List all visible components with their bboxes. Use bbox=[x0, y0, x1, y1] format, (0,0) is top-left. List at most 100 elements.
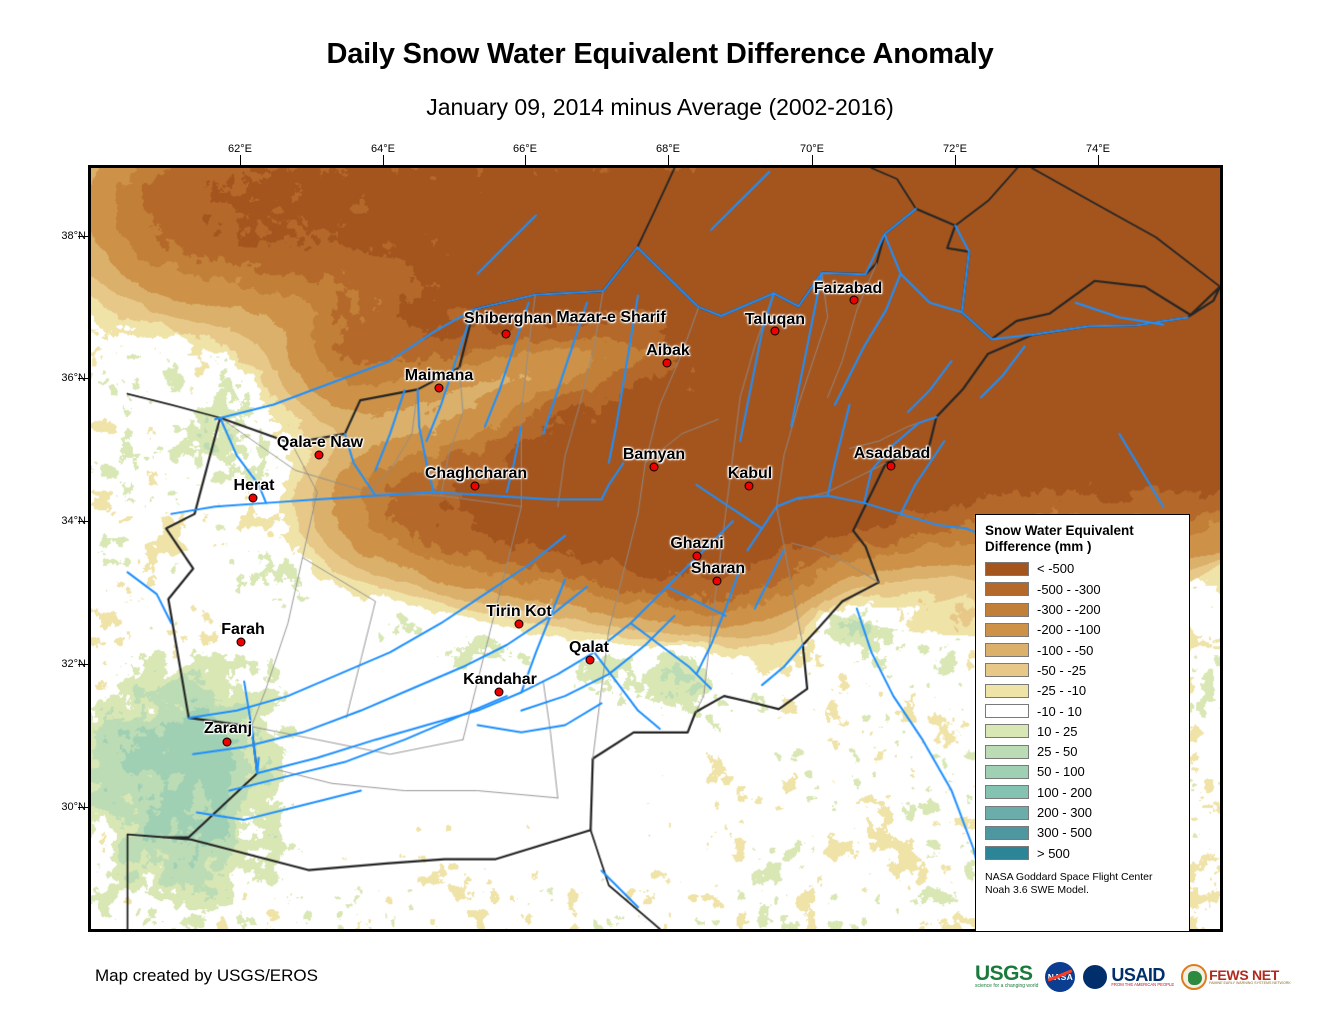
legend-label: -10 - 10 bbox=[1037, 703, 1082, 719]
lon-tick-mark-0 bbox=[240, 155, 241, 165]
city-marker-qalat[interactable] bbox=[585, 655, 595, 665]
lon-tick-label-0: 62°E bbox=[228, 143, 252, 155]
legend-swatch bbox=[985, 764, 1029, 779]
lat-tick-mark-3 bbox=[78, 664, 88, 665]
lat-tick-label-2: 34°N bbox=[61, 515, 86, 527]
legend-label: -500 - -300 bbox=[1037, 581, 1101, 597]
city-label-herat: Herat bbox=[233, 477, 275, 494]
city-label-qala-e-naw: Qala-e Naw bbox=[276, 434, 364, 451]
city-label-kandahar: Kandahar bbox=[463, 671, 537, 688]
legend-row: 25 - 50 bbox=[976, 742, 1189, 762]
legend-panel: Snow Water Equivalent Difference (mm ) <… bbox=[975, 514, 1190, 932]
lat-tick-mark-4 bbox=[78, 807, 88, 808]
legend-swatch bbox=[985, 582, 1029, 597]
city-label-asadabad: Asadabad bbox=[853, 445, 931, 462]
city-marker-aibak[interactable] bbox=[662, 358, 672, 368]
city-marker-shiberghan[interactable] bbox=[501, 329, 511, 339]
lat-tick-mark-2 bbox=[78, 521, 88, 522]
legend-swatch bbox=[985, 602, 1029, 617]
legend-swatch bbox=[985, 704, 1029, 719]
city-marker-mazar-e-sharif[interactable] bbox=[660, 343, 670, 353]
legend-swatch bbox=[985, 663, 1029, 678]
legend-source-line1: NASA Goddard Space Flight Center bbox=[985, 871, 1153, 884]
legend-row: -200 - -100 bbox=[976, 620, 1189, 640]
city-label-farah: Farah bbox=[221, 621, 265, 638]
city-marker-kandahar[interactable] bbox=[494, 687, 504, 697]
lon-tick-label-5: 72°E bbox=[943, 143, 967, 155]
page-subtitle: January 09, 2014 minus Average (2002-201… bbox=[426, 94, 894, 120]
city-marker-farah[interactable] bbox=[236, 637, 246, 647]
legend-title: Snow Water Equivalent Difference (mm ) bbox=[976, 523, 1189, 559]
city-marker-bamyan[interactable] bbox=[649, 462, 659, 472]
usaid-logo-text: USAID bbox=[1111, 965, 1165, 986]
lon-tick-mark-6 bbox=[1098, 155, 1099, 165]
usgs-logo: USGS science for a changing world bbox=[975, 963, 1038, 991]
lat-tick-label-3: 32°N bbox=[61, 658, 86, 670]
city-marker-faizabad[interactable] bbox=[849, 295, 859, 305]
lon-tick-label-2: 66°E bbox=[513, 143, 537, 155]
fews-net-logo-tagline: FAMINE EARLY WARNING SYSTEMS NETWORK bbox=[1209, 980, 1291, 985]
lon-tick-label-3: 68°E bbox=[656, 143, 680, 155]
legend-row: -10 - 10 bbox=[976, 701, 1189, 721]
legend-row: > 500 bbox=[976, 843, 1189, 863]
city-label-sharan: Sharan bbox=[690, 560, 746, 577]
legend-swatch bbox=[985, 744, 1029, 759]
city-marker-kabul[interactable] bbox=[744, 481, 754, 491]
city-marker-tirin-kot[interactable] bbox=[514, 619, 524, 629]
fews-net-logo-text: FEWS NET bbox=[1209, 967, 1280, 984]
legend-row: 50 - 100 bbox=[976, 762, 1189, 782]
legend-row: < -500 bbox=[976, 559, 1189, 579]
legend-row: -300 - -200 bbox=[976, 599, 1189, 619]
map-credit: Map created by USGS/EROS bbox=[95, 966, 318, 985]
city-marker-taluqan[interactable] bbox=[770, 326, 780, 336]
city-marker-herat[interactable] bbox=[248, 493, 258, 503]
fews-net-logo: FEWS NET FAMINE EARLY WARNING SYSTEMS NE… bbox=[1181, 963, 1291, 991]
legend-label: 100 - 200 bbox=[1037, 784, 1092, 800]
legend-swatch bbox=[985, 683, 1029, 698]
page-title: Daily Snow Water Equivalent Difference A… bbox=[326, 38, 994, 70]
city-label-chaghcharan: Chaghcharan bbox=[424, 465, 528, 482]
city-marker-asadabad[interactable] bbox=[886, 461, 896, 471]
agency-logo-bar: USGS science for a changing world NASA U… bbox=[975, 960, 1291, 994]
legend-label: 50 - 100 bbox=[1037, 764, 1085, 780]
legend-label: 10 - 25 bbox=[1037, 723, 1078, 739]
city-label-zaranj: Zaranj bbox=[203, 720, 253, 737]
legend-row: 10 - 25 bbox=[976, 721, 1189, 741]
lat-tick-mark-0 bbox=[78, 236, 88, 237]
lat-tick-label-4: 30°N bbox=[61, 801, 86, 813]
legend-label: 25 - 50 bbox=[1037, 744, 1078, 760]
city-label-shiberghan: Shiberghan bbox=[463, 310, 553, 327]
legend-swatch bbox=[985, 846, 1029, 861]
city-label-taluqan: Taluqan bbox=[744, 311, 806, 328]
city-label-faizabad: Faizabad bbox=[813, 280, 883, 297]
city-marker-qala-e-naw[interactable] bbox=[314, 450, 324, 460]
legend-source: NASA Goddard Space Flight Center Noah 3.… bbox=[976, 863, 1189, 897]
lon-tick-mark-2 bbox=[525, 155, 526, 165]
city-label-maimana: Maimana bbox=[404, 367, 474, 384]
city-marker-chaghcharan[interactable] bbox=[470, 481, 480, 491]
legend-label: -300 - -200 bbox=[1037, 602, 1101, 618]
fews-globe-icon bbox=[1181, 964, 1208, 990]
legend-row: -25 - -10 bbox=[976, 681, 1189, 701]
city-marker-ghazni[interactable] bbox=[692, 551, 702, 561]
legend-swatch bbox=[985, 622, 1029, 637]
legend-label: 300 - 500 bbox=[1037, 825, 1092, 841]
city-label-mazar-e-sharif: Mazar-e Sharif bbox=[556, 309, 666, 326]
city-marker-zaranj[interactable] bbox=[222, 737, 232, 747]
legend-title-line2: Difference (mm ) bbox=[985, 538, 1092, 554]
city-marker-maimana[interactable] bbox=[434, 383, 444, 393]
lat-tick-label-1: 36°N bbox=[61, 372, 86, 384]
city-label-kabul: Kabul bbox=[727, 465, 773, 482]
city-label-tirin-kot: Tirin Kot bbox=[486, 603, 552, 620]
legend-swatch bbox=[985, 805, 1029, 820]
lon-tick-mark-4 bbox=[812, 155, 813, 165]
lon-tick-mark-5 bbox=[955, 155, 956, 165]
usgs-logo-tagline: science for a changing world bbox=[975, 983, 1039, 990]
usgs-logo-text: USGS bbox=[975, 962, 1033, 986]
lon-tick-label-4: 70°E bbox=[800, 143, 824, 155]
lon-tick-label-6: 74°E bbox=[1086, 143, 1110, 155]
city-marker-sharan[interactable] bbox=[712, 576, 722, 586]
legend-label: 200 - 300 bbox=[1037, 805, 1092, 821]
legend-label: < -500 bbox=[1037, 561, 1075, 577]
usaid-seal-icon bbox=[1082, 964, 1109, 990]
